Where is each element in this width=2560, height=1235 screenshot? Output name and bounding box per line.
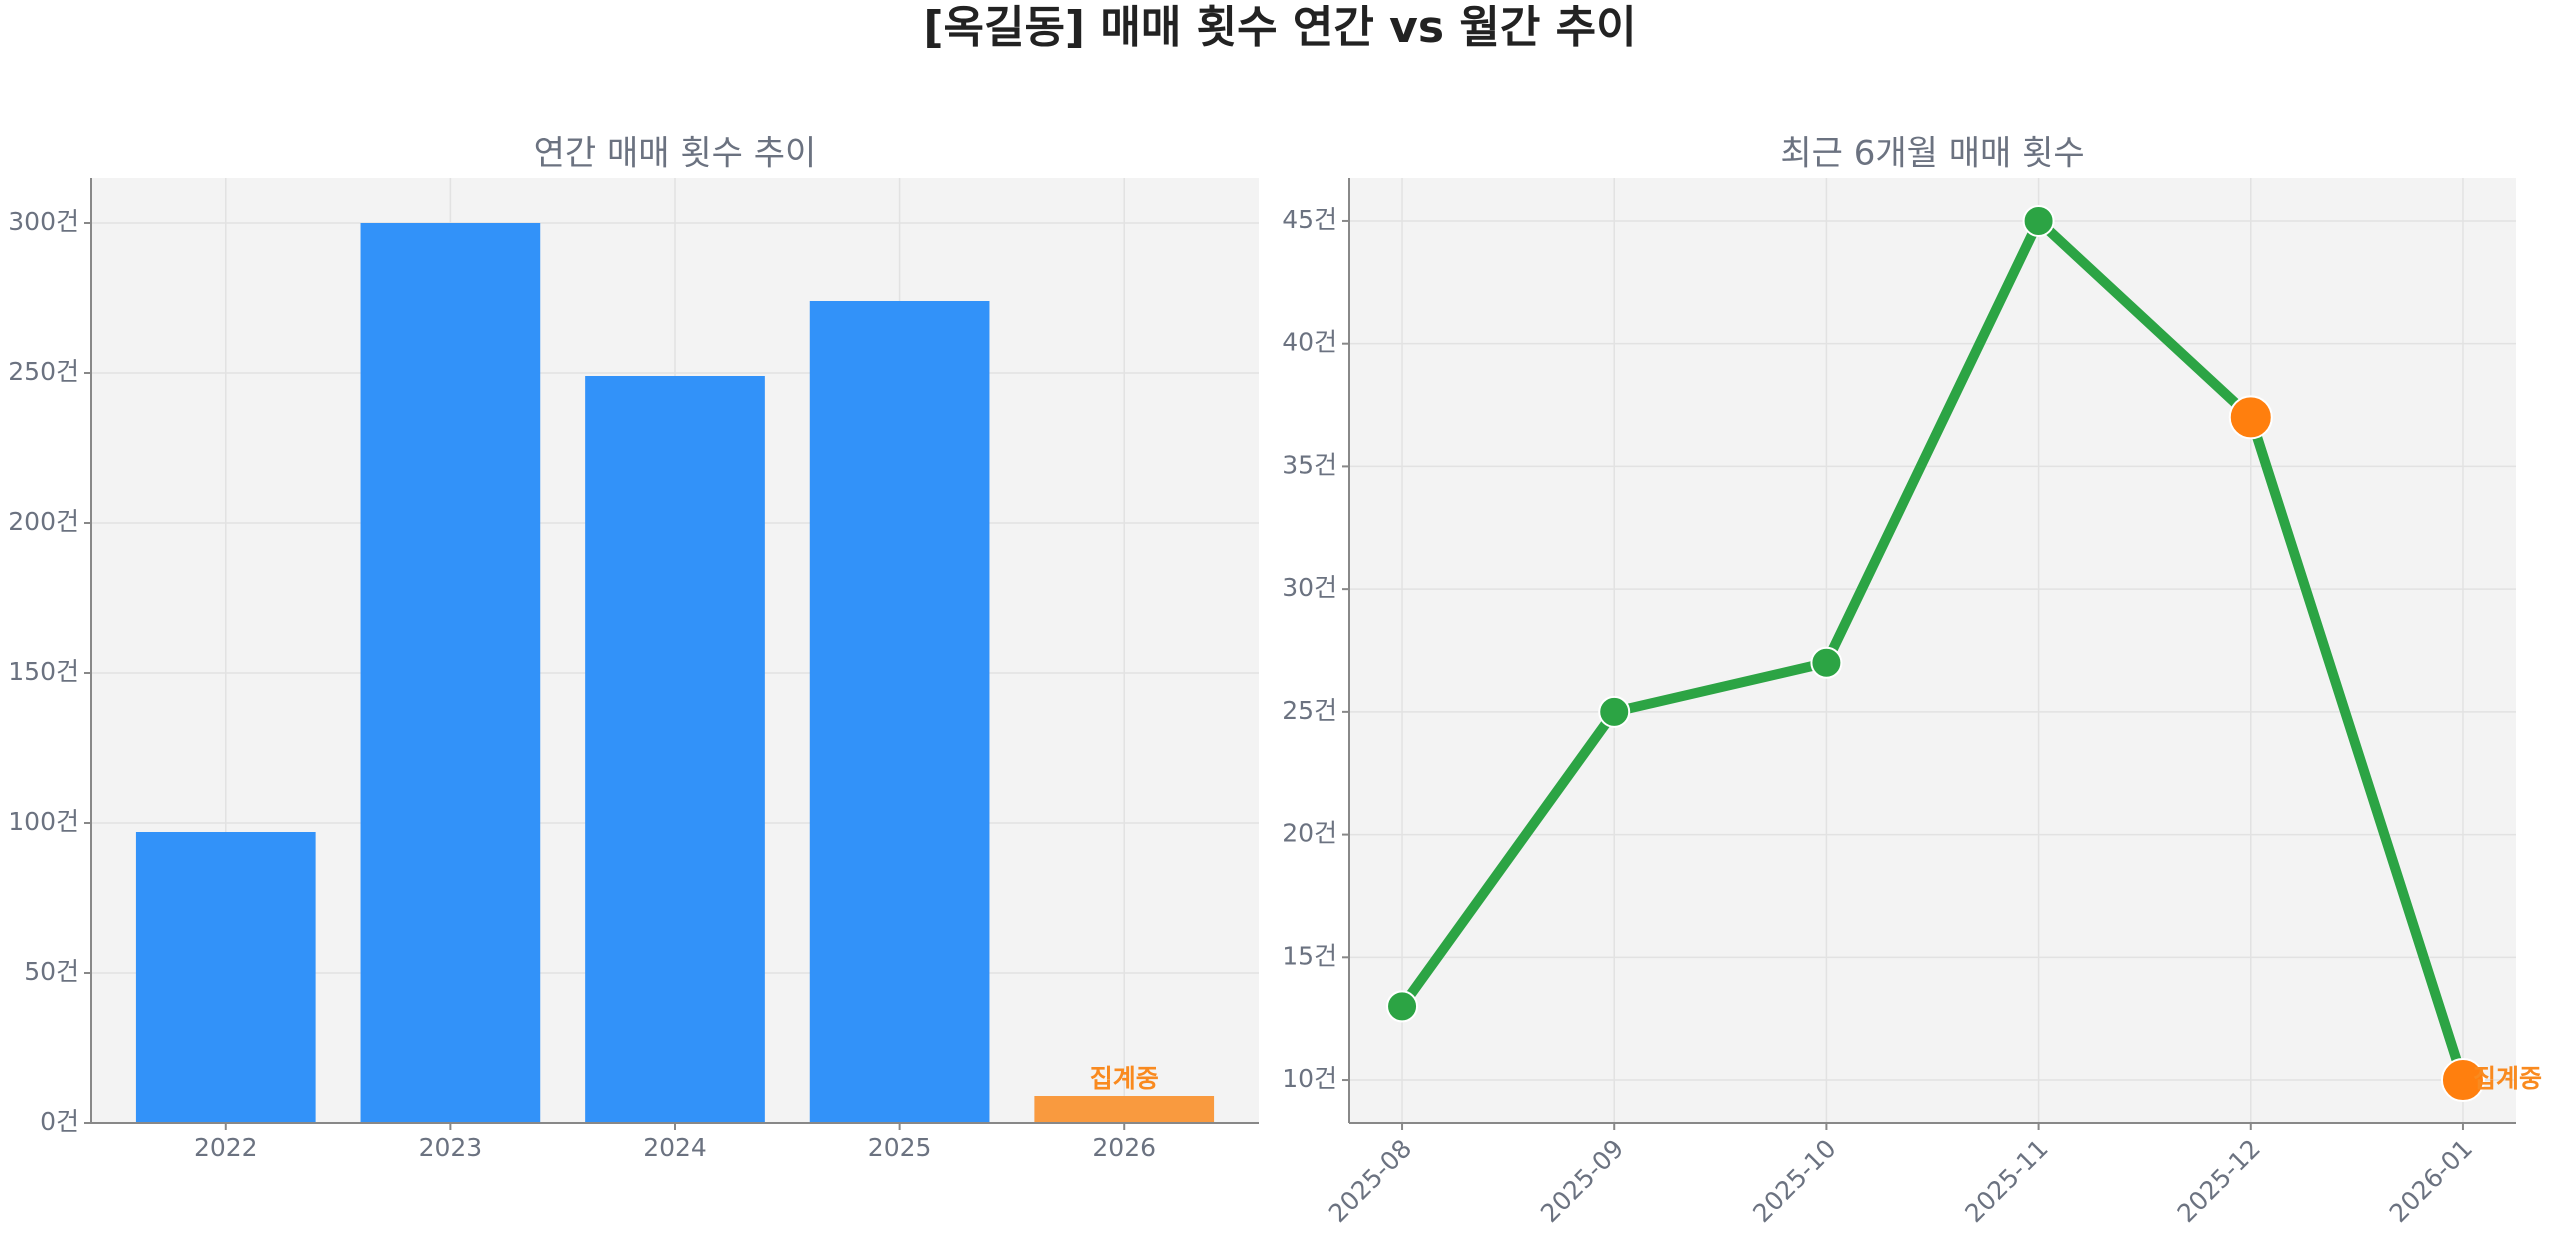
- bar: [135, 832, 316, 1123]
- annotation: 집계중: [1090, 1064, 1159, 1093]
- y-tick-label: 45건: [1282, 205, 1337, 234]
- x-tick-label: 2026: [1092, 1133, 1156, 1162]
- y-tick-label: 150건: [8, 657, 79, 686]
- x-tick-label: 2022: [194, 1133, 258, 1162]
- x-tick-label: 2025: [868, 1133, 932, 1162]
- y-tick-label: 25건: [1282, 696, 1337, 725]
- y-tick-label: 15건: [1282, 941, 1337, 970]
- x-tick-label: 2023: [419, 1133, 483, 1162]
- bar: [585, 376, 765, 1123]
- chart-title: 최근 6개월 매매 횟수: [1780, 134, 2084, 174]
- y-tick-label: 200건: [8, 507, 79, 536]
- y-tick-label: 20건: [1282, 819, 1337, 848]
- y-tick-label: 35건: [1282, 450, 1337, 479]
- bar: [360, 223, 541, 1123]
- x-tick-label: 2025-12: [2172, 1134, 2266, 1228]
- page-title: [옥길동] 매매 횟수 연간 vs 월간 추이: [923, 2, 1636, 53]
- point: [1386, 990, 1419, 1023]
- y-tick-label: 40건: [1282, 328, 1337, 357]
- x-tick-label: 2025-08: [1323, 1134, 1417, 1228]
- y-tick-label: 300건: [8, 207, 79, 236]
- y-tick-label: 10건: [1282, 1064, 1337, 1093]
- annotation: 집계중: [2473, 1064, 2542, 1093]
- point: [1810, 646, 1843, 679]
- plot-area: [1349, 178, 2516, 1123]
- chart-title: 연간 매매 횟수 추이: [534, 134, 817, 174]
- x-tick-label: 2024: [643, 1133, 707, 1162]
- y-tick-label: 250건: [8, 357, 79, 386]
- x-tick-label: 2025-09: [1535, 1134, 1629, 1228]
- point: [2022, 204, 2055, 237]
- x-tick-label: 2025-11: [1959, 1134, 2053, 1228]
- line: [1397, 215, 2468, 1082]
- y-tick-label: 0건: [40, 1107, 79, 1136]
- x-tick-label: 2025-10: [1747, 1134, 1841, 1228]
- y-tick-label: 50건: [24, 957, 79, 986]
- x-tick-label: 2026-01: [2384, 1134, 2478, 1228]
- y-tick-label: 30건: [1282, 573, 1337, 602]
- point: [1598, 695, 1631, 728]
- point: [2440, 1058, 2485, 1103]
- point: [2228, 395, 2273, 440]
- bar: [1034, 1096, 1215, 1123]
- bar: [809, 301, 990, 1123]
- y-tick-label: 100건: [8, 807, 79, 836]
